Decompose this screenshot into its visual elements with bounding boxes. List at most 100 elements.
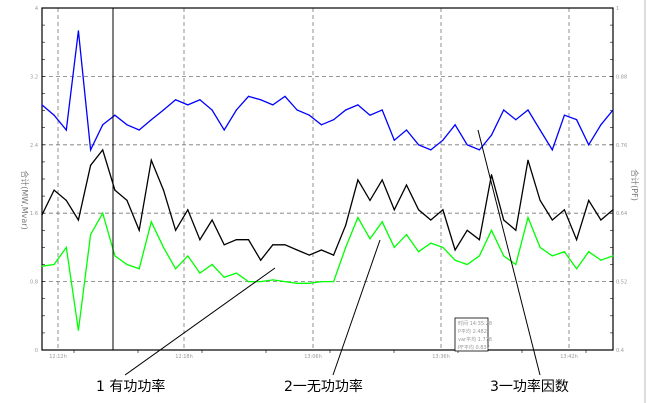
data-point: [77, 30, 80, 32]
data-point: [357, 104, 359, 106]
annotation-leader-3: [477, 129, 541, 376]
data-point: [247, 281, 250, 283]
data-point: [332, 254, 335, 256]
data-point: [308, 114, 310, 116]
x-tick-label: 12:12h: [49, 354, 67, 360]
data-point: [515, 119, 517, 121]
right-axis-label: 合计(PF): [630, 169, 640, 201]
data-point: [563, 251, 566, 253]
data-point: [381, 221, 383, 223]
data-point: [223, 129, 225, 131]
data-point: [345, 109, 347, 111]
data-point: [418, 209, 420, 211]
data-point: [332, 119, 335, 121]
data-point: [551, 149, 553, 151]
legend-line-p: P平均 2.482: [458, 328, 487, 335]
data-point: [211, 263, 213, 266]
data-point: [187, 255, 189, 257]
annotation-leader-1: [124, 267, 276, 376]
data-point: [600, 219, 602, 221]
legend-line-time: 时间 14:35:28: [458, 320, 492, 327]
left-tick-label: 2.4: [30, 143, 38, 149]
data-point: [162, 246, 165, 248]
data-point: [430, 219, 432, 221]
data-point: [162, 189, 165, 191]
data-point: [442, 209, 444, 211]
data-point: [272, 104, 274, 106]
data-point: [320, 124, 323, 126]
data-point: [199, 239, 201, 241]
data-point: [527, 216, 529, 219]
right-tick-label: 0.88: [616, 74, 627, 80]
data-point: [466, 229, 468, 231]
data-point: [296, 249, 298, 251]
data-point: [284, 95, 286, 97]
data-point: [114, 189, 116, 191]
series-line-1: [41, 148, 614, 262]
data-point: [357, 216, 359, 219]
data-point: [150, 119, 152, 121]
annotation-active-power: 1 有功功率: [96, 378, 165, 395]
data-point: [175, 229, 177, 231]
data-point: [296, 282, 298, 284]
x-tick-label: 13:36h: [432, 354, 450, 360]
data-point: [308, 282, 310, 284]
data-point: [235, 239, 237, 241]
annotation-reactive-power: 2一无功功率: [284, 378, 363, 395]
right-tick-label: 0.76: [616, 143, 627, 149]
data-point: [442, 139, 444, 141]
data-point: [77, 329, 80, 331]
left-tick-label: 4: [35, 6, 38, 12]
x-tick-label: 12:18h: [175, 354, 193, 360]
data-point: [223, 276, 225, 278]
data-point: [527, 109, 529, 111]
data-point: [272, 244, 274, 246]
data-point: [563, 114, 566, 116]
data-point: [89, 149, 92, 151]
data-point: [126, 263, 128, 266]
right-tick-label: 0.64: [616, 211, 627, 217]
data-point: [77, 219, 80, 221]
data-point: [503, 255, 505, 257]
data-point: [393, 139, 395, 141]
data-point: [102, 149, 104, 151]
data-point: [199, 99, 201, 101]
data-point: [126, 124, 128, 126]
left-tick-label: 1.6: [30, 211, 38, 217]
data-point: [612, 209, 614, 211]
data-point: [175, 99, 177, 101]
series-line-3: [41, 30, 614, 153]
data-point: [175, 268, 177, 270]
data-point: [515, 263, 517, 266]
data-point: [320, 249, 323, 251]
data-point: [588, 199, 590, 201]
right-tick-label: 0.52: [616, 280, 627, 286]
data-point: [539, 199, 541, 201]
data-point: [405, 233, 408, 236]
data-point: [211, 109, 213, 111]
data-point: [187, 209, 189, 211]
right-tick-label: 0.4: [616, 348, 624, 354]
x-tick-label: 13:06h: [304, 354, 322, 360]
data-point: [114, 255, 116, 257]
x-tick-label: 13:42h: [560, 354, 578, 360]
data-point: [296, 109, 298, 111]
data-point: [65, 129, 67, 131]
left-axis-label: 合计(MW,Mvar): [20, 170, 30, 229]
data-point: [162, 109, 165, 111]
data-point: [369, 238, 371, 240]
data-point: [551, 219, 553, 221]
data-point: [381, 179, 383, 181]
data-point: [345, 224, 347, 226]
data-point: [575, 239, 578, 241]
data-point: [102, 124, 104, 126]
data-point: [332, 281, 335, 283]
legend-line-pf: PF平均 0.837: [458, 344, 490, 351]
data-point: [369, 114, 371, 116]
data-point: [588, 144, 590, 146]
data-point: [478, 239, 480, 241]
data-point: [138, 129, 140, 131]
data-point: [211, 219, 213, 221]
legend-line-q: var平均 1.778: [458, 336, 492, 343]
